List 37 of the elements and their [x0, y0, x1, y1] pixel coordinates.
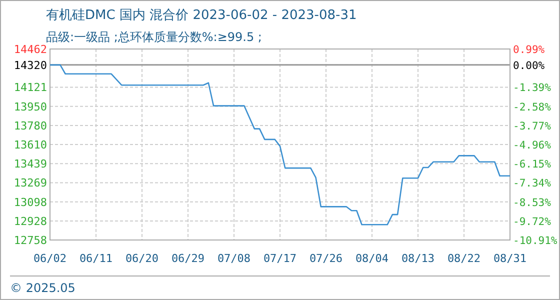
x-tick-label: 08/22 [447, 252, 481, 265]
y-tick-label: 13098 [14, 196, 47, 209]
y2-tick-label: -6.15% [513, 158, 552, 171]
y-tick-label: 13950 [14, 100, 47, 114]
y-tick-label: 14320 [14, 58, 47, 72]
y-tick-label: 13610 [14, 138, 47, 152]
x-tick-label: 07/26 [309, 252, 343, 265]
x-tick-label: 08/04 [355, 252, 389, 265]
x-tick-label: 06/02 [33, 252, 67, 265]
y2-tick-label: 0.99% [513, 44, 546, 56]
x-tick-label: 08/13 [401, 252, 435, 265]
y2-tick-label: -1.39% [513, 82, 552, 94]
y2-tick-label: 0.00% [513, 60, 546, 72]
y-tick-label: 12928 [14, 214, 47, 228]
y-tick-label: 13780 [14, 119, 47, 132]
y-tick-label: 13269 [14, 176, 47, 190]
y-tick-label: 13439 [14, 158, 47, 171]
y2-tick-label: -9.72% [513, 216, 552, 228]
line-series [49, 64, 511, 226]
y2-tick-label: -2.58% [513, 101, 552, 114]
x-tick-label: 06/11 [79, 252, 113, 265]
y2-tick-label: -4.96% [513, 140, 552, 152]
text: © 2025.05 [10, 281, 76, 295]
x-tick-label: 07/17 [263, 252, 297, 265]
x-tick-label: 08/31 [493, 252, 527, 265]
chart-subtitle: 品级:一级品 ;总环体质量分数%:≥99.5 ; [46, 30, 262, 44]
y-tick-label: 14121 [14, 81, 47, 94]
x-tick-label: 06/20 [125, 252, 159, 265]
chart-title: 有机硅DMC 国内 混合价 2023-06-02 - 2023-08-31 [46, 8, 357, 23]
y2-tick-label: -8.53% [513, 196, 552, 209]
y-tick-label: 12758 [14, 234, 47, 247]
y2-tick-label: -3.77% [513, 120, 552, 132]
x-tick-label: 07/08 [217, 252, 251, 265]
y2-tick-label: -10.91% [513, 235, 558, 247]
x-tick-label: 06/29 [171, 252, 205, 265]
y-tick-label: 14462 [14, 43, 47, 56]
y2-tick-label: -7.34% [513, 178, 552, 190]
